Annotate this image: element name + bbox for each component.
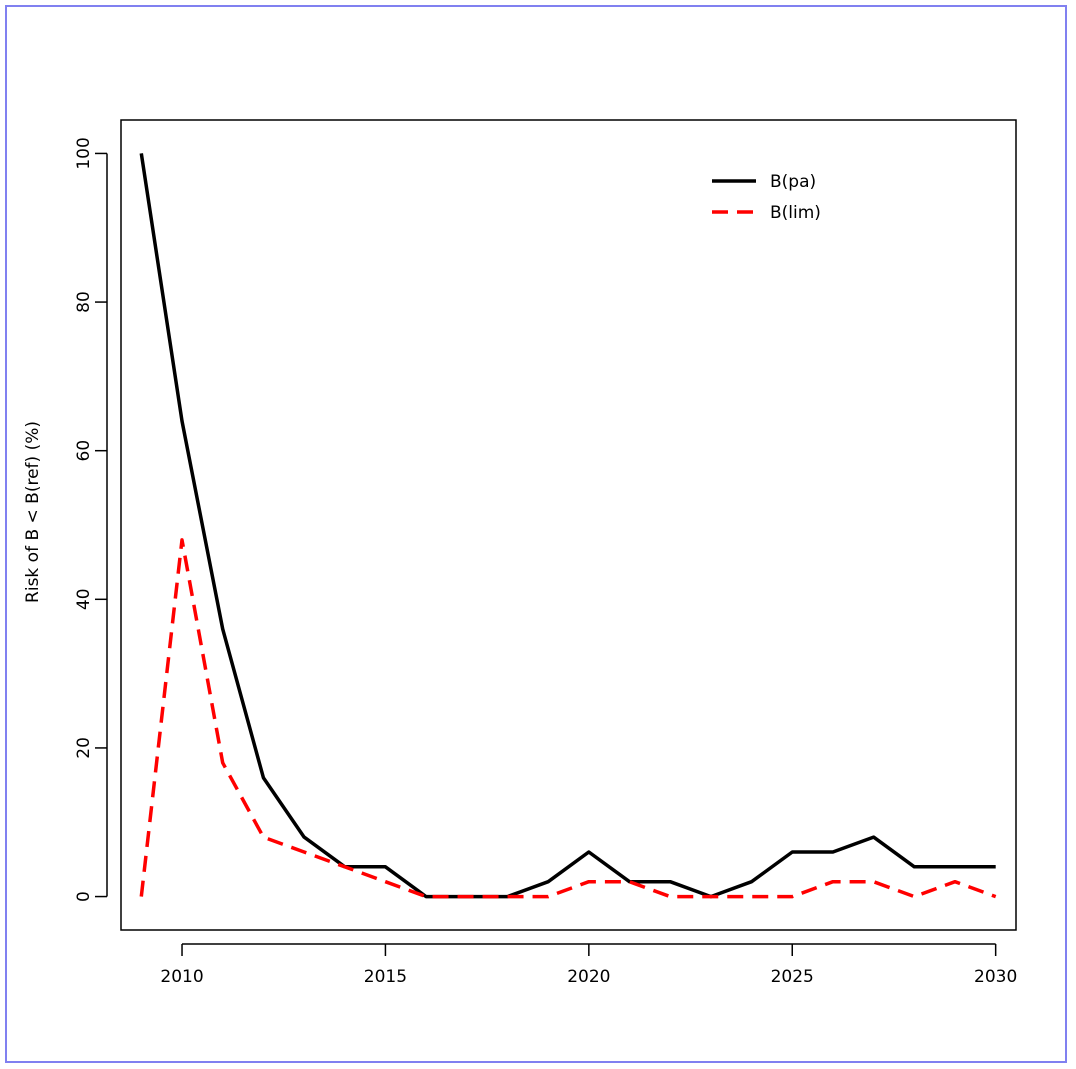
y-axis-label: Risk of B < B(ref) (%) — [23, 421, 43, 603]
y-tick-label: 100 — [74, 137, 94, 169]
y-tick-label: 0 — [74, 891, 94, 902]
x-axis: 2010 2015 2020 2025 2030 — [160, 943, 1017, 987]
y-tick-label: 80 — [74, 291, 94, 313]
x-tick-label: 2010 — [160, 967, 203, 987]
legend: B(pa) B(lim) — [712, 172, 821, 223]
series-line-1 — [139, 153, 996, 899]
plot-box — [120, 119, 1017, 931]
x-tick-label: 2030 — [974, 967, 1017, 987]
y-axis: 0 20 40 60 80 100 — [74, 137, 108, 902]
y-tick-label: 20 — [74, 737, 94, 759]
x-tick-label: 2015 — [364, 967, 407, 987]
legend-label-1: B(pa) — [770, 172, 816, 192]
series-line-2 — [139, 538, 997, 899]
y-tick-label: 60 — [74, 440, 94, 462]
x-tick-label: 2025 — [771, 967, 814, 987]
series-layer — [139, 153, 997, 899]
x-tick-label: 2020 — [567, 967, 610, 987]
legend-label-2: B(lim) — [770, 203, 821, 223]
y-tick-label: 40 — [74, 588, 94, 610]
